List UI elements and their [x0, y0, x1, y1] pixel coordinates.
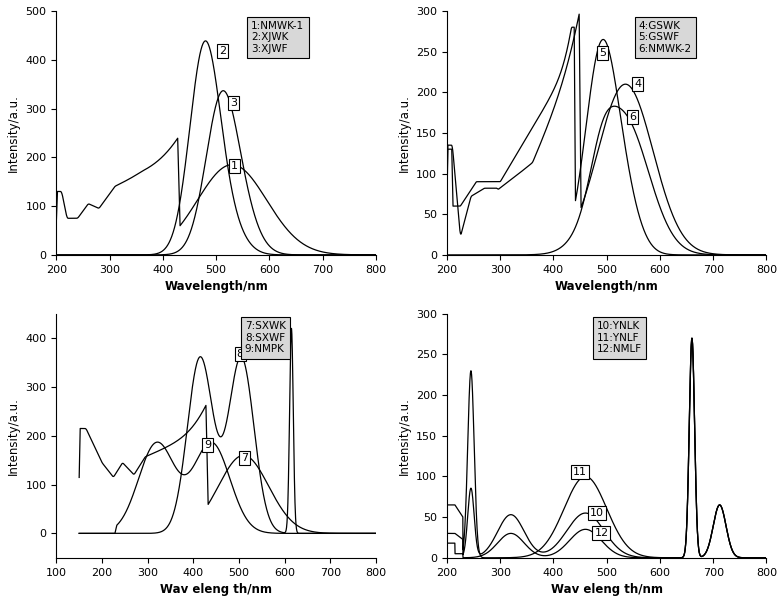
Text: 3: 3	[230, 98, 238, 108]
Y-axis label: Intensity/a.u.: Intensity/a.u.	[7, 94, 20, 172]
Text: 4: 4	[634, 79, 641, 89]
Text: 5: 5	[599, 48, 606, 58]
Text: 1:NMWK-1
2:XJWK
3:XJWF: 1:NMWK-1 2:XJWK 3:XJWF	[251, 21, 304, 54]
Y-axis label: Intensity/a.u.: Intensity/a.u.	[397, 94, 411, 172]
X-axis label: Wavelength/nm: Wavelength/nm	[164, 280, 268, 293]
Text: 2: 2	[219, 46, 226, 56]
Text: 9: 9	[205, 440, 212, 450]
Text: 8: 8	[237, 349, 244, 359]
Text: 12: 12	[594, 528, 608, 538]
Y-axis label: Intensity/a.u.: Intensity/a.u.	[397, 397, 411, 475]
Y-axis label: Intensity/a.u.: Intensity/a.u.	[7, 397, 20, 475]
Text: 6: 6	[629, 112, 636, 122]
Text: 1: 1	[231, 161, 238, 171]
X-axis label: Wav eleng th/nm: Wav eleng th/nm	[160, 583, 272, 596]
X-axis label: Wav eleng th/nm: Wav eleng th/nm	[550, 583, 662, 596]
Text: 10:YNLK
11:YNLF
12:NMLF: 10:YNLK 11:YNLF 12:NMLF	[597, 321, 642, 355]
Text: 10: 10	[590, 508, 604, 518]
Text: 7: 7	[241, 453, 248, 463]
Text: 4:GSWK
5:GSWF
6:NMWK-2: 4:GSWK 5:GSWF 6:NMWK-2	[639, 21, 691, 54]
Text: 11: 11	[573, 467, 587, 478]
Text: 7:SXWK
8:SXWF
9:NMPK: 7:SXWK 8:SXWF 9:NMPK	[245, 321, 286, 355]
X-axis label: Wavelength/nm: Wavelength/nm	[555, 280, 659, 293]
